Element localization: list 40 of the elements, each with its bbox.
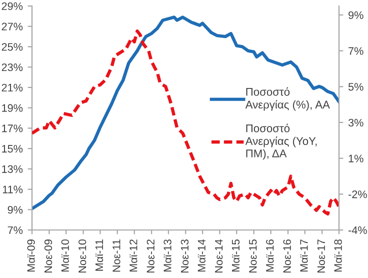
y2-tick-label: 5% [348, 83, 364, 91]
x-tick-label: Μαϊ-15 [232, 239, 240, 272]
x-tick-label: Μαϊ-14 [198, 239, 206, 272]
x-tick-label: Νοε-09 [44, 240, 52, 272]
y-tick-label: 7% [8, 226, 23, 234]
x-tick-label: Μαϊ-11 [96, 240, 104, 271]
x-tick-label: Νοε-13 [180, 240, 189, 272]
y-tick-label: 25% [2, 43, 23, 51]
legend-label: Ποσοστό Ανεργίας (YoY, ΠΜ), ΔΑ [245, 124, 317, 160]
y2-tick-label: 7% [348, 47, 364, 55]
x-tick-label: Μαϊ-18 [334, 239, 342, 272]
y-tick-label: 19% [2, 104, 23, 112]
y-tick-label: 9% [8, 206, 23, 214]
y2-tick-label: 9% [348, 11, 364, 19]
x-tick-label: Μαϊ-12 [130, 240, 138, 272]
y2-tick-label: 3% [348, 118, 364, 127]
y-tick-label: 21% [2, 84, 23, 92]
y2-tick-label: -2% [348, 190, 367, 198]
y2-tick-label: 1% [348, 154, 364, 162]
x-tick-label: Νοε-14 [215, 239, 223, 272]
y2-tick-label: -4% [348, 226, 367, 234]
x-tick-label: Μαϊ-13 [164, 240, 172, 272]
x-tick-label: Νοε-10 [78, 239, 86, 272]
y-tick-label: 27% [2, 22, 23, 30]
y-tick-label: 29% [2, 2, 23, 10]
x-tick-label: Μαϊ-09 [27, 240, 35, 272]
x-tick-label: Νοε-11 [112, 240, 120, 272]
y-tick-label: 13% [2, 165, 23, 173]
x-tick-label: Νοε-17 [317, 240, 326, 272]
y-tick-label: 15% [2, 144, 23, 153]
x-tick-label: Μαϊ-10 [61, 239, 69, 272]
legend-label: Ποσοστό Ανεργίας (%), ΑΑ [245, 87, 330, 111]
y-tick-label: 11% [2, 186, 23, 194]
x-tick-label: Νοε-15 [249, 239, 257, 272]
y-tick-label: 17% [2, 124, 23, 132]
x-tick-label: Νοε-16 [283, 240, 291, 272]
x-tick-label: Μαϊ-16 [266, 240, 274, 272]
y-tick-label: 23% [2, 63, 23, 72]
x-tick-label: Νοε-12 [146, 240, 154, 272]
x-tick-label: Μαϊ-17 [300, 240, 308, 272]
